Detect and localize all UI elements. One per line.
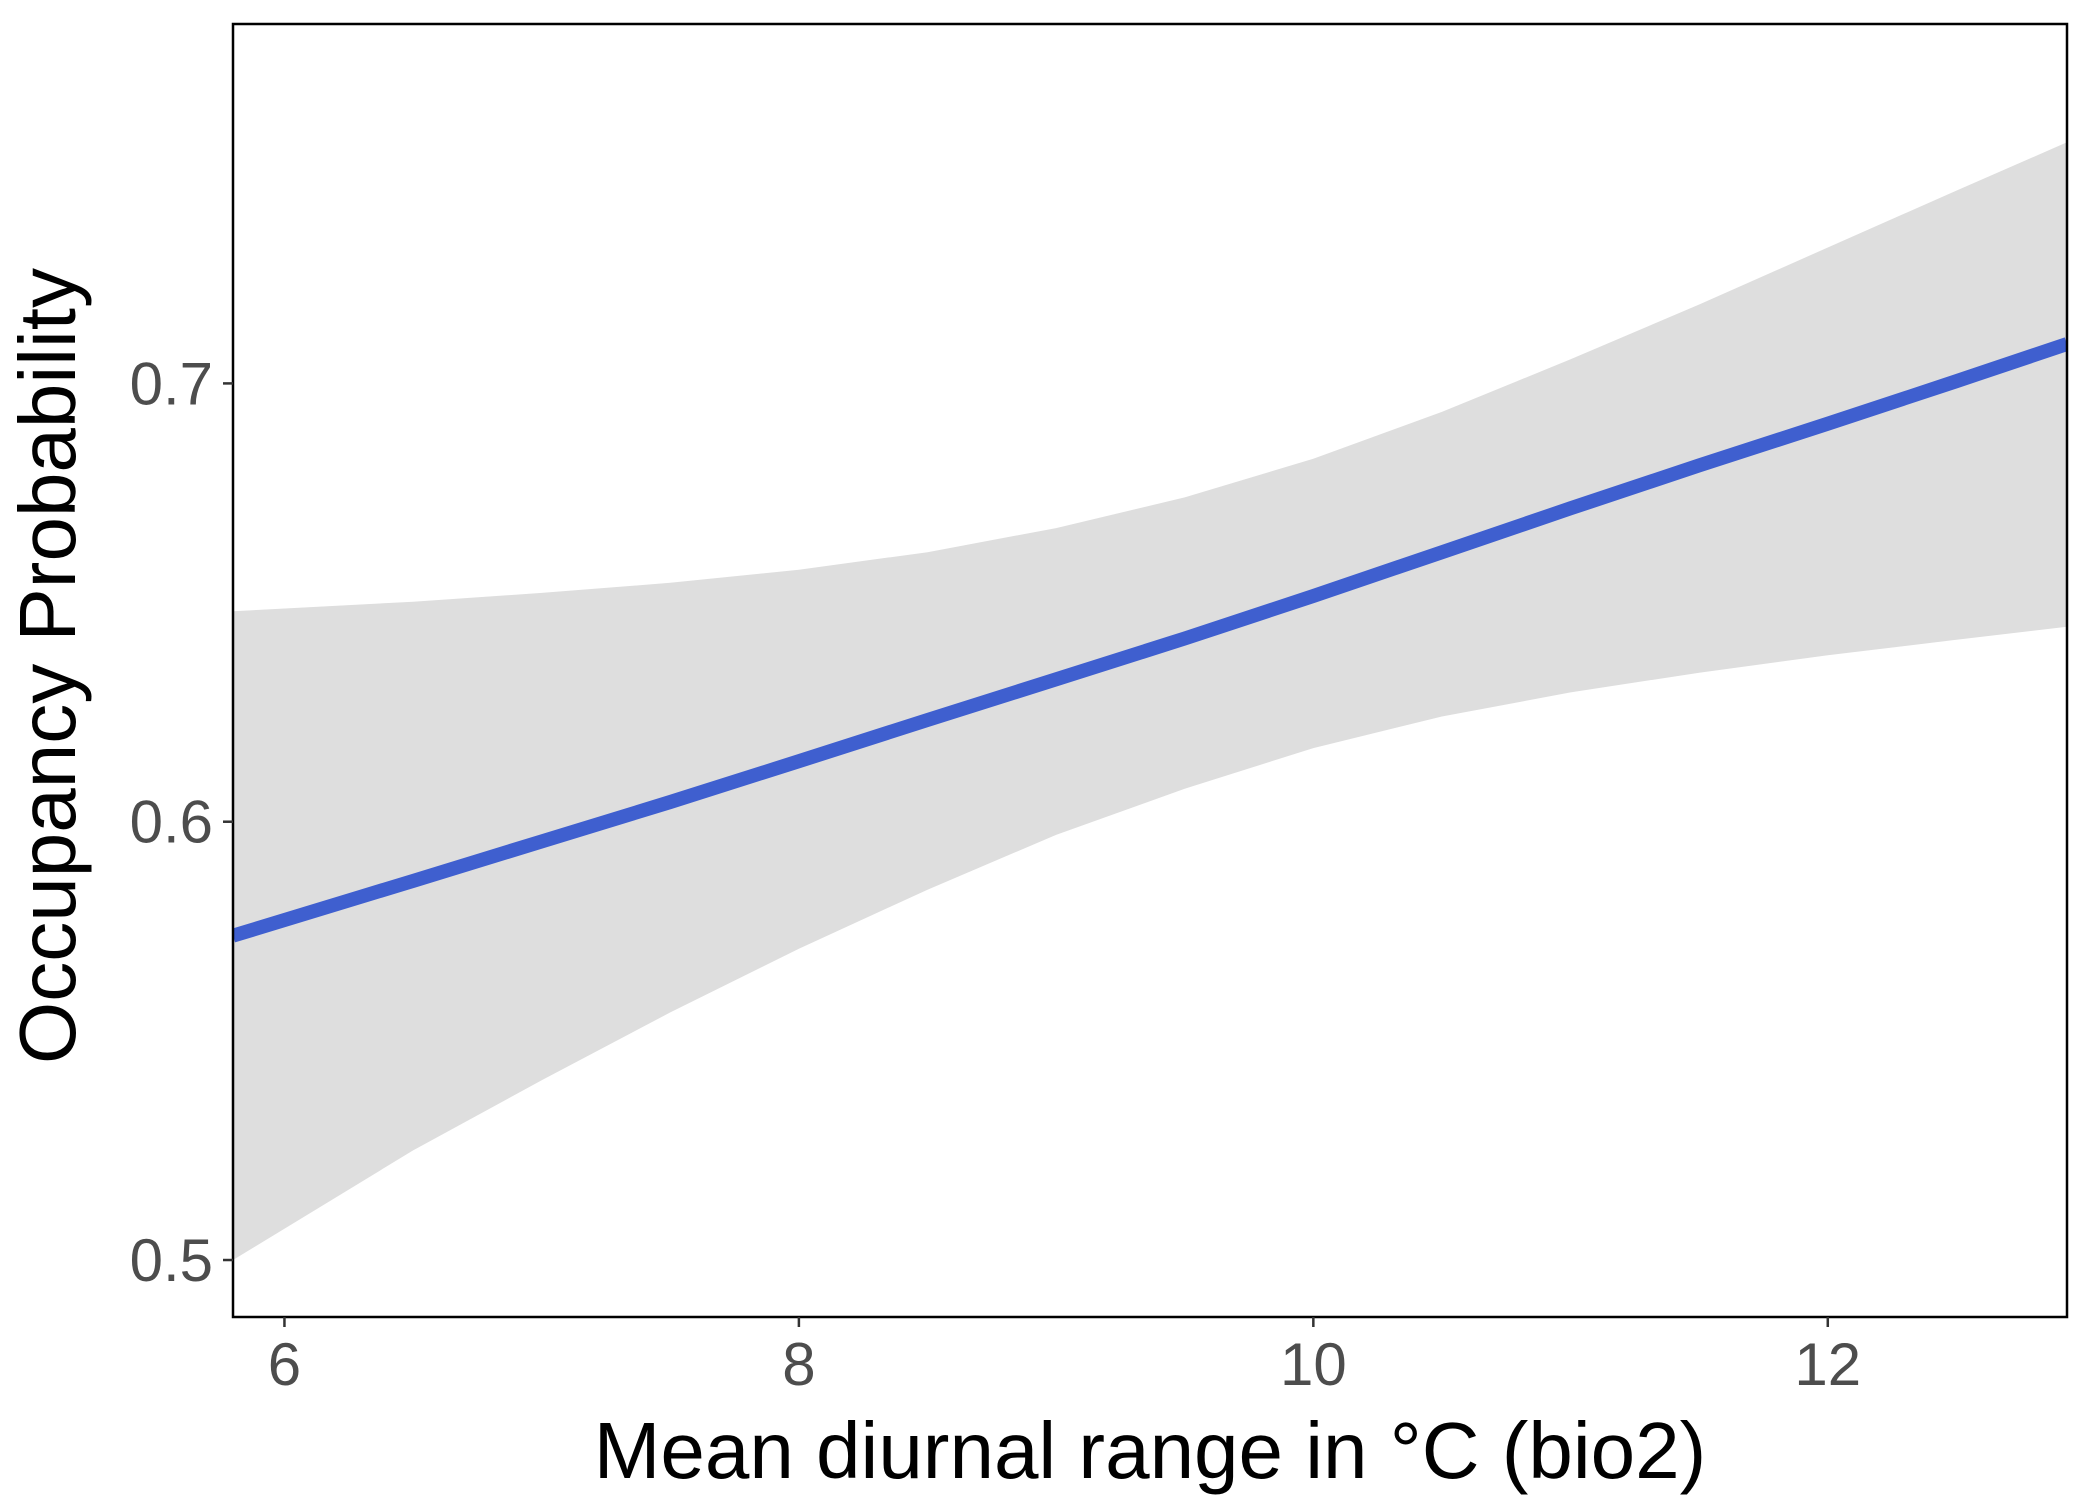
x-tick-label: 12 [1794,1331,1861,1398]
series-line [233,337,2067,943]
y-tick-label: 0.7 [130,350,213,417]
y-tick-label: 0.5 [130,1227,213,1294]
y-tick-label: 0.6 [130,789,213,856]
plot-area [233,142,2067,1260]
y-axis-title: Occupancy Probability [3,268,92,1064]
x-tick-label: 6 [268,1331,301,1398]
axes: 6 8 10 12 0.5 0.6 0.7 [130,22,2069,1398]
x-tick-label: 8 [782,1331,815,1398]
panel-content [233,142,2067,1260]
panel-border [231,22,2069,1319]
confidence-ribbon [233,142,2067,1260]
x-tick-label: 10 [1280,1331,1347,1398]
x-axis-title: Mean diurnal range in °C (bio2) [594,1406,1707,1495]
